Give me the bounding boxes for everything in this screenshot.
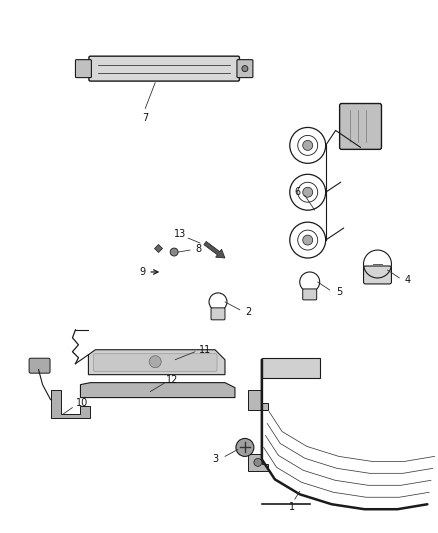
Text: 6: 6 (295, 187, 301, 197)
Circle shape (303, 235, 313, 245)
FancyBboxPatch shape (93, 354, 217, 372)
Polygon shape (81, 383, 235, 398)
Polygon shape (88, 350, 225, 375)
Polygon shape (248, 390, 268, 409)
Text: 9: 9 (139, 267, 145, 277)
Text: 7: 7 (142, 114, 148, 124)
Circle shape (149, 356, 161, 368)
Circle shape (303, 187, 313, 197)
FancyBboxPatch shape (237, 60, 253, 78)
FancyBboxPatch shape (339, 103, 381, 149)
FancyBboxPatch shape (303, 289, 317, 300)
Text: 3: 3 (212, 455, 218, 464)
FancyBboxPatch shape (89, 56, 240, 81)
FancyBboxPatch shape (211, 308, 225, 320)
FancyBboxPatch shape (364, 266, 392, 284)
Text: 4: 4 (404, 275, 410, 285)
Polygon shape (262, 358, 320, 378)
Polygon shape (50, 390, 90, 417)
Circle shape (254, 458, 262, 466)
Text: 5: 5 (336, 287, 343, 297)
Circle shape (303, 140, 313, 150)
Text: 1: 1 (289, 502, 295, 512)
Text: 12: 12 (166, 375, 178, 385)
FancyArrow shape (204, 241, 225, 258)
Text: 8: 8 (195, 244, 201, 254)
Polygon shape (248, 455, 268, 471)
Text: 13: 13 (174, 229, 186, 239)
Text: 10: 10 (76, 398, 88, 408)
FancyBboxPatch shape (29, 358, 50, 373)
FancyBboxPatch shape (75, 60, 92, 78)
Text: 2: 2 (245, 307, 251, 317)
Circle shape (242, 66, 248, 71)
Text: 11: 11 (199, 345, 211, 355)
Circle shape (236, 439, 254, 456)
Circle shape (170, 248, 178, 256)
